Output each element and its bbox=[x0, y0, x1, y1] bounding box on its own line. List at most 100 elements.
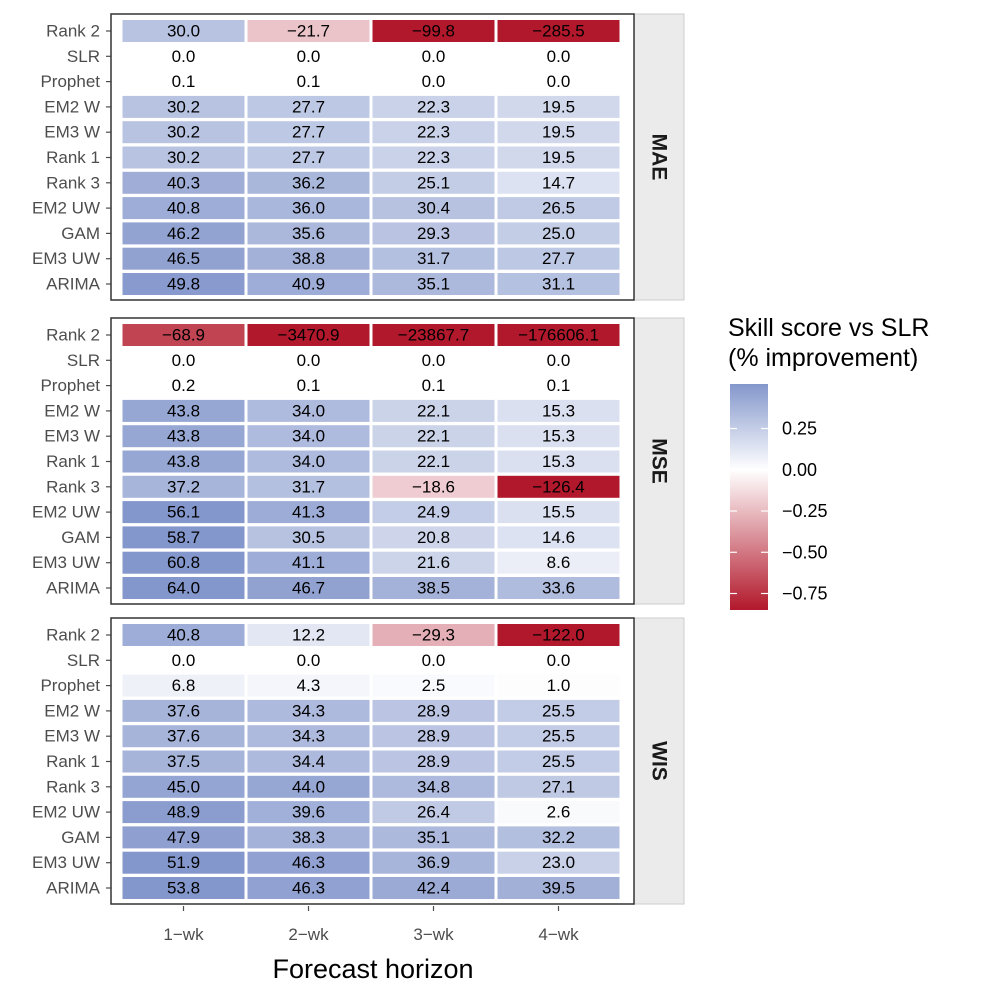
cell-value-label: −23867.7 bbox=[398, 326, 469, 345]
cell-value-label: 2.6 bbox=[547, 803, 571, 822]
heatmap-cell bbox=[496, 850, 621, 875]
cell-value-label: 25.5 bbox=[542, 752, 575, 771]
cell-value-label: 0.1 bbox=[172, 72, 196, 91]
cell-value-label: 37.6 bbox=[167, 701, 200, 720]
heatmap-cell bbox=[246, 749, 371, 774]
heatmap-cell bbox=[371, 44, 496, 69]
cell-value-label: 19.5 bbox=[542, 148, 575, 167]
x-tick-label: 4−wk bbox=[538, 925, 579, 944]
heatmap-cell bbox=[246, 474, 371, 499]
heatmap-cell bbox=[496, 825, 621, 850]
y-tick-label: EM3 W bbox=[44, 727, 100, 746]
heatmap-cell bbox=[121, 120, 246, 145]
cell-value-label: 0.0 bbox=[297, 47, 321, 66]
legend-tick-label: 0.25 bbox=[782, 419, 817, 439]
heatmap-cell bbox=[121, 94, 246, 119]
panel-mae: MAE 30.0 −21.7 −99.8 −285.5 Rank 2 0.0 0.0 0.0 0.… bbox=[32, 13, 685, 301]
heatmap-cell bbox=[121, 196, 246, 221]
heatmap-cell bbox=[246, 673, 371, 698]
heatmap-cell bbox=[371, 800, 496, 825]
cell-value-label: 28.9 bbox=[417, 727, 450, 746]
heatmap-cell bbox=[371, 221, 496, 246]
y-tick-label: SLR bbox=[67, 47, 100, 66]
heatmap-cell bbox=[121, 170, 246, 195]
cell-value-label: 31.7 bbox=[292, 477, 325, 496]
cell-value-label: 1.0 bbox=[547, 676, 571, 695]
cell-value-label: 38.8 bbox=[292, 249, 325, 268]
cell-value-label: 0.1 bbox=[297, 376, 321, 395]
cell-value-label: 33.6 bbox=[542, 579, 575, 598]
y-tick-label: EM3 UW bbox=[32, 553, 100, 572]
heatmap-cell bbox=[246, 398, 371, 423]
heatmap-cell bbox=[121, 145, 246, 170]
heatmap-cell bbox=[121, 774, 246, 799]
cell-value-label: 46.2 bbox=[167, 224, 200, 243]
facet-strip-label: MAE bbox=[648, 134, 671, 181]
cell-value-label: 40.9 bbox=[292, 275, 325, 294]
cell-value-label: 42.4 bbox=[417, 879, 450, 898]
heatmap-cell bbox=[246, 373, 371, 398]
heatmap-cell bbox=[496, 474, 621, 499]
y-tick-label: Rank 1 bbox=[46, 452, 100, 471]
heatmap-cell bbox=[371, 196, 496, 221]
y-tick-label: EM2 UW bbox=[32, 803, 100, 822]
heatmap-cell bbox=[496, 724, 621, 749]
cell-value-label: 44.0 bbox=[292, 777, 325, 796]
cell-value-label: 26.5 bbox=[542, 199, 575, 218]
cell-value-label: 53.8 bbox=[167, 879, 200, 898]
heatmap-cell bbox=[496, 424, 621, 449]
cell-value-label: 34.4 bbox=[292, 752, 325, 771]
heatmap-cell bbox=[371, 576, 496, 600]
heatmap-cell bbox=[121, 69, 246, 94]
facet-strip-mse bbox=[633, 317, 685, 605]
y-tick-label: Prophet bbox=[40, 376, 100, 395]
cell-value-label: 41.1 bbox=[292, 553, 325, 572]
y-tick-label: ARIMA bbox=[46, 879, 101, 898]
heatmap-cell bbox=[246, 449, 371, 474]
legend-tick-label: 0.00 bbox=[782, 460, 817, 480]
cell-value-label: 22.3 bbox=[417, 97, 450, 116]
cell-value-label: 36.2 bbox=[292, 173, 325, 192]
cell-value-label: 51.9 bbox=[167, 853, 200, 872]
cell-value-label: −29.3 bbox=[412, 626, 455, 645]
cell-value-label: 22.3 bbox=[417, 148, 450, 167]
heatmap-cell bbox=[496, 800, 621, 825]
heatmap-cell bbox=[371, 774, 496, 799]
y-tick-label: GAM bbox=[61, 528, 100, 547]
heatmap-cell bbox=[496, 774, 621, 799]
heatmap-cell bbox=[496, 698, 621, 723]
heatmap-cell bbox=[121, 825, 246, 850]
cell-value-label: 40.8 bbox=[167, 199, 200, 218]
cell-value-label: −176606.1 bbox=[518, 326, 599, 345]
cell-value-label: 36.0 bbox=[292, 199, 325, 218]
cell-value-label: 0.2 bbox=[172, 376, 196, 395]
cell-value-label: 34.3 bbox=[292, 727, 325, 746]
cell-value-label: −99.8 bbox=[412, 22, 455, 41]
heatmap-cell bbox=[496, 120, 621, 145]
heatmap-cell bbox=[371, 623, 496, 647]
heatmap-cell bbox=[121, 724, 246, 749]
heatmap-cell bbox=[496, 69, 621, 94]
cell-value-label: −126.4 bbox=[532, 477, 584, 496]
y-tick-label: EM2 W bbox=[44, 401, 100, 420]
cell-value-label: 0.0 bbox=[547, 72, 571, 91]
legend: Skill score vs SLR (% improvement) 0.250… bbox=[728, 314, 929, 610]
cell-value-label: 30.2 bbox=[167, 97, 200, 116]
cell-value-label: 46.3 bbox=[292, 853, 325, 872]
heatmap-cell bbox=[371, 550, 496, 575]
heatmap-cell bbox=[371, 323, 496, 347]
cell-value-label: −21.7 bbox=[287, 22, 330, 41]
heatmap-cell bbox=[371, 272, 496, 296]
cell-value-label: 56.1 bbox=[167, 503, 200, 522]
y-tick-label: Rank 3 bbox=[46, 477, 100, 496]
heatmap-cell bbox=[246, 424, 371, 449]
legend-colorbar bbox=[730, 384, 768, 610]
heatmap-cell bbox=[371, 424, 496, 449]
cell-value-label: 40.3 bbox=[167, 173, 200, 192]
heatmap-cell bbox=[371, 120, 496, 145]
legend-tick-label: −0.75 bbox=[782, 584, 828, 604]
cell-value-label: 14.7 bbox=[542, 173, 575, 192]
heatmap-cell bbox=[496, 323, 621, 347]
heatmap-cell bbox=[246, 623, 371, 647]
cell-value-label: 0.0 bbox=[422, 651, 446, 670]
